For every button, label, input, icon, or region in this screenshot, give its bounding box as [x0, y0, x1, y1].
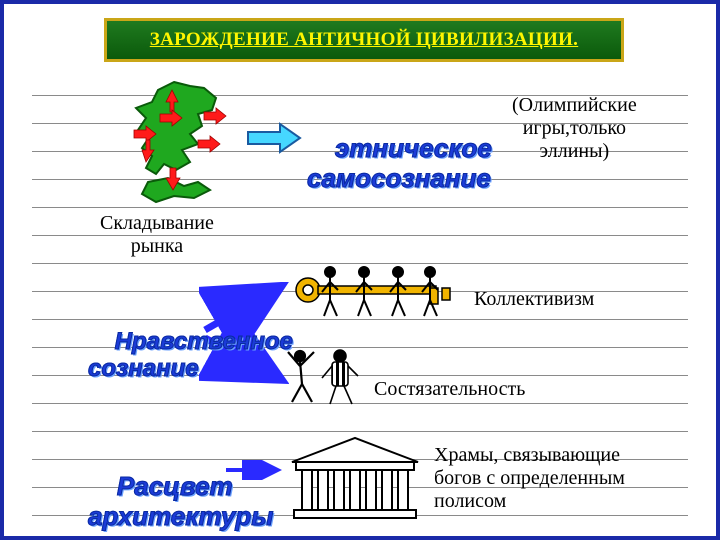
- label-market: Складывание рынка: [100, 212, 214, 258]
- label-collectivism: Коллективизм: [474, 288, 594, 311]
- label-ethnic-text: этническое самосознание: [307, 133, 492, 193]
- title-text: ЗАРОЖДЕНИЕ АНТИЧНОЙ ЦИВИЛИЗАЦИИ.: [107, 21, 621, 59]
- label-olympic: (Олимпийские игры,только эллины): [512, 94, 637, 163]
- label-competition: Состязательность: [374, 378, 525, 401]
- label-architecture-text: Расцвет архитектуры: [88, 471, 273, 531]
- greece-map: [112, 78, 252, 212]
- label-temples: Храмы, связывающие богов с определенным …: [434, 444, 625, 513]
- title-bar: ЗАРОЖДЕНИЕ АНТИЧНОЙ ЦИВИЛИЗАЦИИ.: [104, 18, 624, 62]
- label-moral-text: Нравственное сознание: [88, 328, 293, 383]
- label-ethnic-wordart: этническое самосознание: [306, 104, 492, 224]
- label-moral-wordart: Нравственное сознание: [88, 300, 293, 410]
- label-architecture-wordart: Расцвет архитектуры: [88, 442, 273, 540]
- arrow-to-ethnic: [246, 122, 302, 154]
- slide: ЗАРОЖДЕНИЕ АНТИЧНОЙ ЦИВИЛИЗАЦИИ.: [0, 0, 720, 540]
- competition-pictogram: [282, 344, 368, 410]
- collectivism-pictogram: [284, 262, 460, 320]
- temple-pictogram: [282, 432, 428, 522]
